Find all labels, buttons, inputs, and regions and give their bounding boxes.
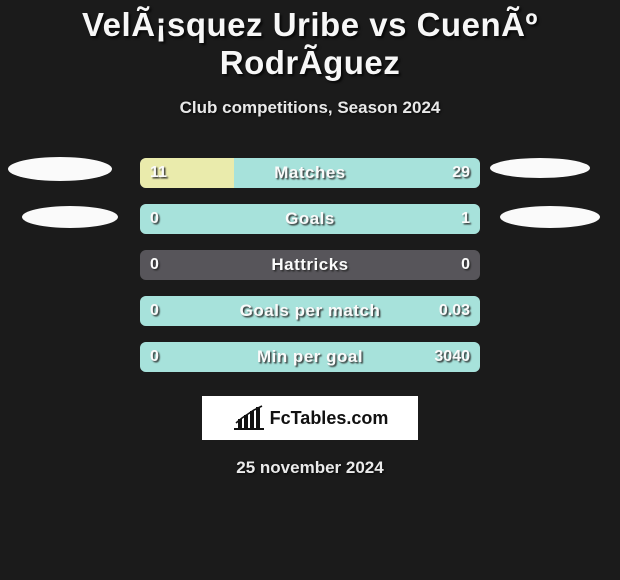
player-oval <box>490 158 590 178</box>
stat-value-left: 0 <box>150 342 159 372</box>
bar-chart-icon <box>232 405 266 431</box>
stat-value-left: 11 <box>150 158 167 188</box>
stat-value-right: 0 <box>461 250 470 280</box>
stat-row: Goals0 1 <box>0 196 620 242</box>
stat-row: Hattricks0 0 <box>0 242 620 288</box>
stat-label: Hattricks <box>140 250 480 280</box>
comparison-subtitle: Club competitions, Season 2024 <box>0 98 620 118</box>
stat-value-left: 0 <box>150 250 159 280</box>
stat-row: Matches11 29 <box>0 150 620 196</box>
logo-box: FcTables.com <box>202 396 418 440</box>
stats-container: Matches1129Goals01Hattricks00Goals per m… <box>0 150 620 380</box>
stat-bar: Hattricks0 0 <box>140 250 480 280</box>
stat-value-right: 1 <box>461 204 470 234</box>
stat-value-right: 0.03 <box>439 296 470 326</box>
player-oval <box>8 157 112 181</box>
stat-bar: Goals0 1 <box>140 204 480 234</box>
logo-text: FcTables.com <box>270 408 389 429</box>
stat-value-right: 3040 <box>434 342 470 372</box>
stat-bar: Goals per match0 0.03 <box>140 296 480 326</box>
stat-label: Goals per match <box>140 296 480 326</box>
stat-value-left: 0 <box>150 204 159 234</box>
stat-value-right: 29 <box>452 158 470 188</box>
stat-label: Min per goal <box>140 342 480 372</box>
stat-row: Goals per match0 0.03 <box>0 288 620 334</box>
stat-bar: Matches11 29 <box>140 158 480 188</box>
stat-value-left: 0 <box>150 296 159 326</box>
stat-label: Matches <box>140 158 480 188</box>
stat-label: Goals <box>140 204 480 234</box>
date-label: 25 november 2024 <box>0 458 620 478</box>
player-oval <box>22 206 118 228</box>
stat-row: Min per goal0 3040 <box>0 334 620 380</box>
comparison-title: VelÃ¡squez Uribe vs CuenÃº RodrÃguez <box>0 0 620 82</box>
player-oval <box>500 206 600 228</box>
stat-bar: Min per goal0 3040 <box>140 342 480 372</box>
